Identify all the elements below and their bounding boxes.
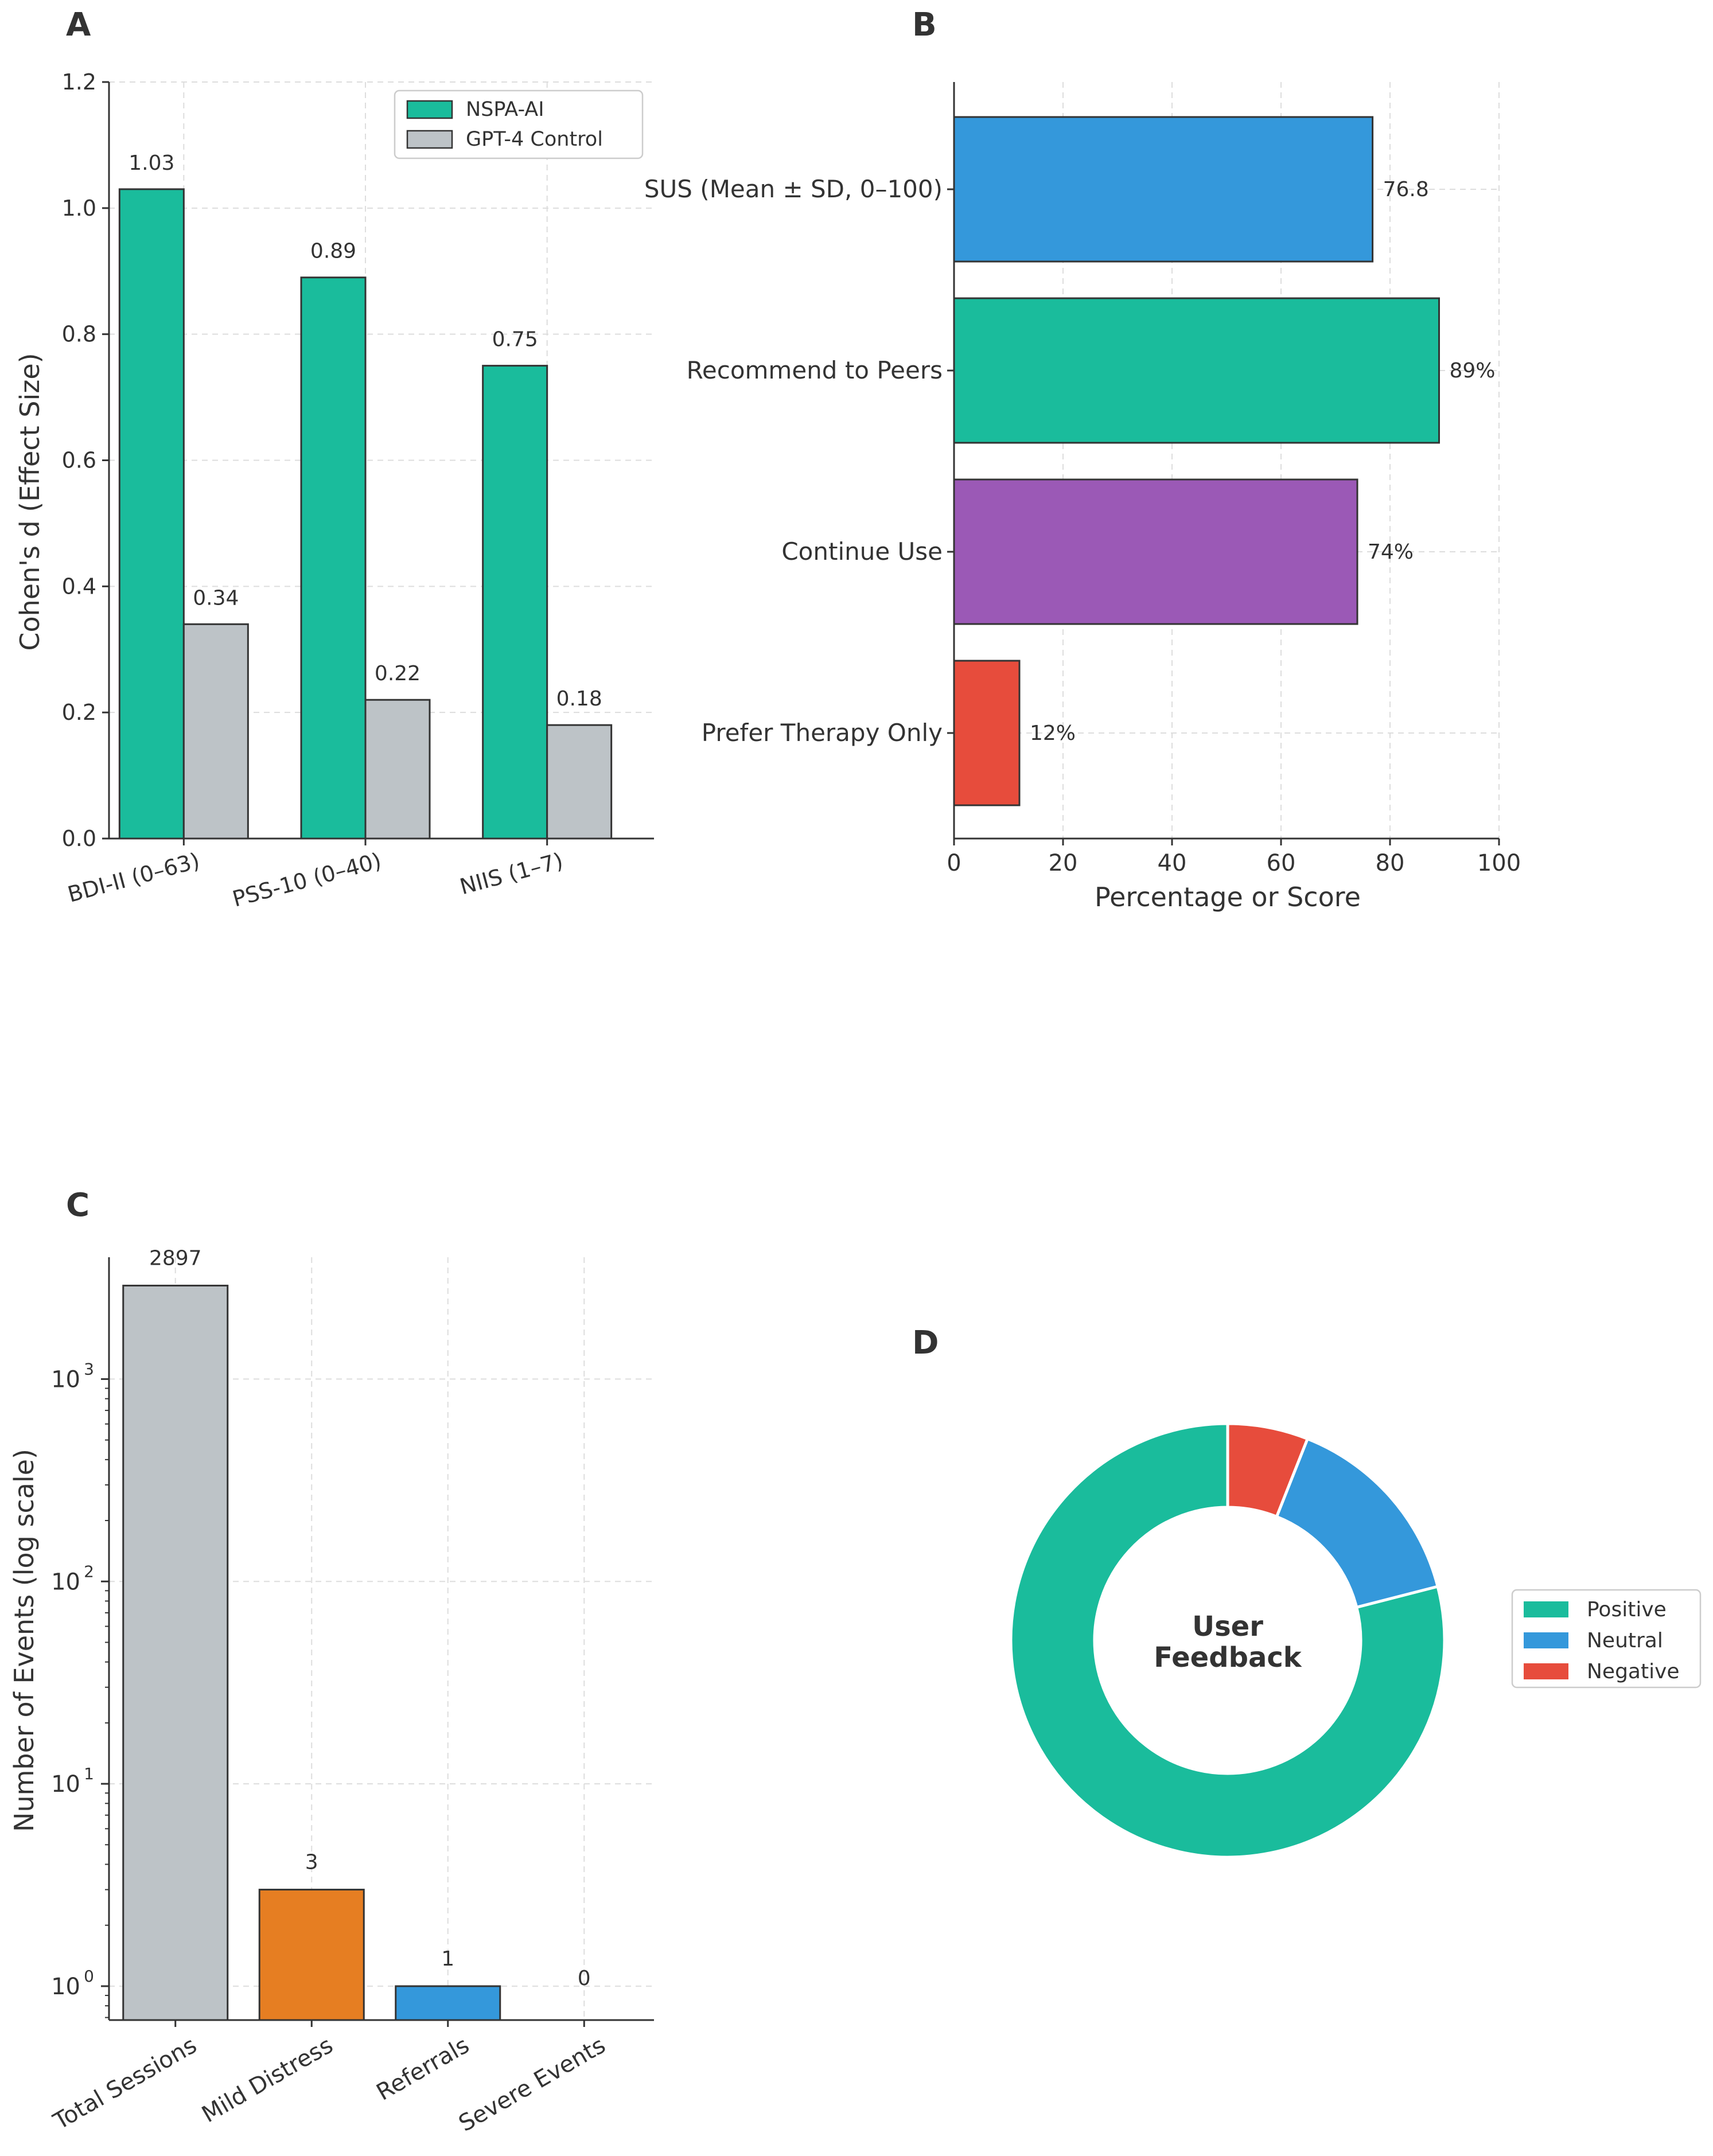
- y-tick-label: 10: [51, 1569, 80, 1595]
- bar-value-label: 2897: [149, 1246, 202, 1270]
- bar-value-label: 89%: [1450, 359, 1496, 383]
- legend-label-positive: Positive: [1587, 1598, 1667, 1621]
- y-tick-label: 0.0: [62, 826, 96, 851]
- y-tick-base: 10: [51, 1366, 80, 1393]
- panel-label-c: C: [66, 1187, 89, 1224]
- bar-value-label: 0: [578, 1967, 591, 1990]
- bar: [482, 365, 548, 840]
- bar-value-label: 76.8: [1383, 178, 1429, 201]
- legend-swatch-neutral: [1524, 1632, 1568, 1648]
- feedback-legend: Positive Neutral Negative: [1511, 1589, 1702, 1689]
- x-tick-label: 60: [1267, 850, 1296, 876]
- legend-label-gpt4: GPT-4 Control: [466, 128, 603, 151]
- y-tick-exponent: 2: [84, 1562, 94, 1581]
- x-tick-label: Mild Distress: [197, 2032, 337, 2128]
- effect-size-legend: NSPA-AI GPT-4 Control: [394, 89, 644, 159]
- donut-center-line-2: Feedback: [1154, 1642, 1302, 1674]
- feedback-slices: [1009, 1422, 1446, 1859]
- bar: [258, 1889, 365, 2021]
- effect-size-ylabel: Cohen's d (Effect Size): [14, 353, 45, 650]
- bar-value-label: 0.34: [193, 586, 239, 610]
- bar-value-label: 74%: [1368, 540, 1414, 564]
- bar: [300, 276, 367, 840]
- y-tick-exponent: 1: [84, 1764, 94, 1783]
- y-tick-label: 10: [51, 1366, 80, 1393]
- y-tick-label: 0.8: [62, 322, 96, 347]
- x-tick-label: Referrals: [372, 2032, 474, 2106]
- bar-value-label: 0.18: [556, 687, 602, 711]
- legend-frame: [394, 89, 644, 159]
- bar-value-label: 0.22: [375, 662, 421, 685]
- legend-swatch-negative: [1524, 1663, 1568, 1679]
- donut-slice-negative: [1226, 1422, 1310, 1519]
- donut-slice-positive: [1009, 1422, 1446, 1859]
- y-tick-label: 1.2: [62, 69, 96, 95]
- x-tick-label: 80: [1376, 850, 1405, 876]
- y-tick-exponent: 3: [84, 1359, 94, 1378]
- bar: [118, 188, 185, 840]
- x-tick-label: Total Sessions: [49, 2032, 201, 2135]
- effect-size-bars: 1.03 0.89 0.75 0.34 0.22 0.18: [118, 151, 613, 840]
- bar: [953, 478, 1358, 625]
- donut-slice-neutral: [1275, 1437, 1440, 1609]
- legend-label-neutral: Neutral: [1587, 1629, 1663, 1652]
- feedback-donut-chart: User Feedback Positive Neutral Negative: [1009, 1422, 1702, 1859]
- legend-label-nspa: NSPA-AI: [466, 98, 544, 121]
- usability-axes: 0 20 40 60 80 100 SUS (Mean ± SD, 0–100) Recomm…: [644, 82, 1521, 876]
- x-tick-label: 40: [1158, 850, 1187, 876]
- x-tick-label: BDI-II (0–63): [65, 848, 202, 907]
- bar-value-label: 0.75: [492, 328, 538, 352]
- x-tick-label: 100: [1477, 850, 1521, 876]
- usability-xlabel: Percentage or Score: [1095, 882, 1361, 913]
- y-tick-label: 0.4: [62, 574, 96, 599]
- bar-value-label: 1: [441, 1947, 454, 1971]
- bar: [953, 660, 1021, 806]
- y-tick-base: 10: [51, 1771, 80, 1798]
- bar: [122, 1284, 229, 2021]
- bar: [546, 724, 613, 840]
- y-tick-label: 10: [51, 1974, 80, 2000]
- x-tick-label: 0: [947, 850, 961, 876]
- y-tick-label: 0.2: [62, 700, 96, 725]
- bar-value-label: 1.03: [129, 151, 174, 175]
- bar: [953, 116, 1374, 263]
- x-tick-label: Severe Events: [454, 2032, 610, 2137]
- effect-size-chart: 1.03 0.89 0.75 0.34 0.22 0.18 0.0 0.2 0.4 0.6 0.8…: [14, 69, 654, 912]
- legend-swatch-gpt4: [406, 130, 453, 149]
- safety-events-bars: 2897 3 1 0: [122, 1246, 591, 2021]
- donut-center-line-1: User: [1192, 1611, 1263, 1643]
- legend-swatch-nspa: [406, 100, 453, 119]
- bar: [182, 623, 249, 840]
- y-tick-label: Prefer Therapy Only: [702, 719, 943, 747]
- y-tick-label: SUS (Mean ± SD, 0–100): [644, 175, 943, 203]
- usability-chart: 76.8 89% 74% 12% 0 20 40 60 80 100 SUS (Mean ± SD…: [644, 82, 1521, 913]
- usability-bars: 76.8 89% 74% 12%: [953, 116, 1496, 806]
- y-tick-label: 1.0: [62, 196, 96, 221]
- x-tick-label: NIIS (1–7): [457, 848, 566, 899]
- x-tick-label: PSS-10 (0–40): [230, 848, 384, 911]
- y-tick-base: 10: [51, 1974, 80, 2000]
- y-tick-exponent: 0: [84, 1967, 94, 1986]
- legend-swatch-positive: [1524, 1601, 1568, 1617]
- panel-label-b: B: [912, 6, 937, 44]
- panel-label-a: A: [66, 6, 91, 44]
- y-tick-label: Recommend to Peers: [687, 356, 943, 384]
- bar-value-label: 12%: [1030, 722, 1076, 745]
- bar-value-label: 3: [305, 1851, 318, 1874]
- bar-value-label: 0.89: [310, 240, 356, 263]
- y-tick-base: 10: [51, 1569, 80, 1595]
- bar: [364, 699, 431, 840]
- y-tick-label: Continue Use: [781, 537, 943, 566]
- x-tick-label: 20: [1049, 850, 1078, 876]
- y-tick-label: 0.6: [62, 448, 96, 473]
- legend-label-negative: Negative: [1587, 1660, 1680, 1683]
- safety-events-ylabel: Number of Events (log scale): [9, 1449, 40, 1832]
- bar: [953, 297, 1440, 444]
- y-tick-label: 10: [51, 1771, 80, 1798]
- panel-label-d: D: [912, 1324, 939, 1362]
- bar: [395, 1985, 501, 2021]
